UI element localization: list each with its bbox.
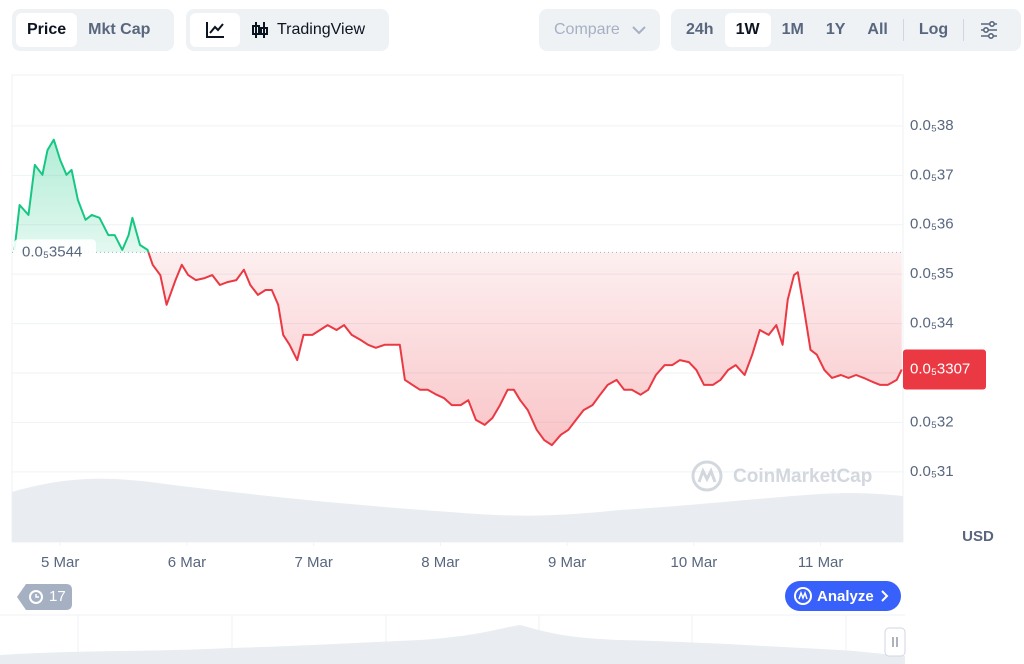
x-tick-label: 5 Mar — [41, 554, 79, 571]
range-group: 24h 1W 1M 1Y All Log — [671, 9, 1021, 51]
candle-icon — [252, 22, 268, 38]
range-button[interactable]: 1M — [781, 21, 804, 38]
x-tick-label: 6 Mar — [168, 554, 206, 571]
series — [12, 138, 903, 447]
price-line — [13, 138, 903, 447]
x-tick-label: 10 Mar — [671, 554, 718, 571]
analyze-button[interactable]: Analyze — [785, 581, 901, 611]
y-tick-label: 0.0₅35 — [910, 265, 954, 282]
y-tick-label: 0.0₅37 — [910, 166, 954, 183]
analyze-label: Analyze — [817, 588, 874, 605]
tab[interactable]: Mkt Cap — [88, 21, 151, 38]
x-tick-label: 8 Mar — [421, 554, 459, 571]
baseline-tag — [14, 239, 96, 264]
settings-button[interactable] — [968, 13, 1010, 47]
log-button[interactable]: Log — [918, 21, 949, 38]
last-price-tag — [903, 349, 986, 390]
x-tick-label: 11 Mar — [798, 554, 844, 571]
y-tick-label: 0.0₅31 — [910, 463, 954, 480]
chevron — [632, 26, 646, 35]
history-badge[interactable]: 17 — [17, 584, 72, 610]
compare-label: Compare — [554, 21, 620, 38]
chart-type-group: TradingView — [186, 9, 389, 51]
price-area — [14, 139, 902, 446]
tab[interactable]: Price — [16, 13, 78, 47]
watermark-text: CoinMarketCap — [733, 466, 872, 487]
range-button[interactable]: All — [867, 21, 888, 38]
line-chart-button[interactable] — [190, 13, 240, 47]
volume-area — [12, 478, 903, 542]
baseline-label: 0.0₅3544 — [22, 243, 82, 260]
range-button[interactable]: 1Y — [825, 21, 846, 38]
settings-icon — [981, 21, 998, 39]
last-price-label: 0.0₅3307 — [910, 360, 970, 377]
tradingview-label: TradingView — [277, 21, 366, 38]
y-tick-label: 0.0₅32 — [910, 413, 954, 430]
unit-label: USD — [962, 528, 994, 545]
line-icon — [206, 22, 224, 38]
y-tick-label: 0.0₅34 — [910, 315, 954, 332]
y-tick-label: 0.0₅36 — [910, 216, 954, 233]
history-count: 17 — [49, 588, 66, 605]
y-tick-label: 0.0₅38 — [910, 117, 954, 134]
tab-group: Price Mkt Cap — [12, 9, 174, 51]
watermark: CoinMarketCap — [691, 460, 872, 492]
separator — [963, 19, 965, 41]
range-button[interactable]: 24h — [686, 21, 714, 38]
x-tick-label: 9 Mar — [548, 554, 586, 571]
tradingview-button[interactable]: TradingView — [240, 13, 376, 47]
range-button[interactable]: 1W — [724, 13, 771, 47]
x-tick-label: 7 Mar — [294, 554, 332, 571]
separator — [902, 19, 904, 41]
navigator — [0, 614, 906, 664]
compare-dropdown[interactable]: Compare — [539, 9, 660, 51]
